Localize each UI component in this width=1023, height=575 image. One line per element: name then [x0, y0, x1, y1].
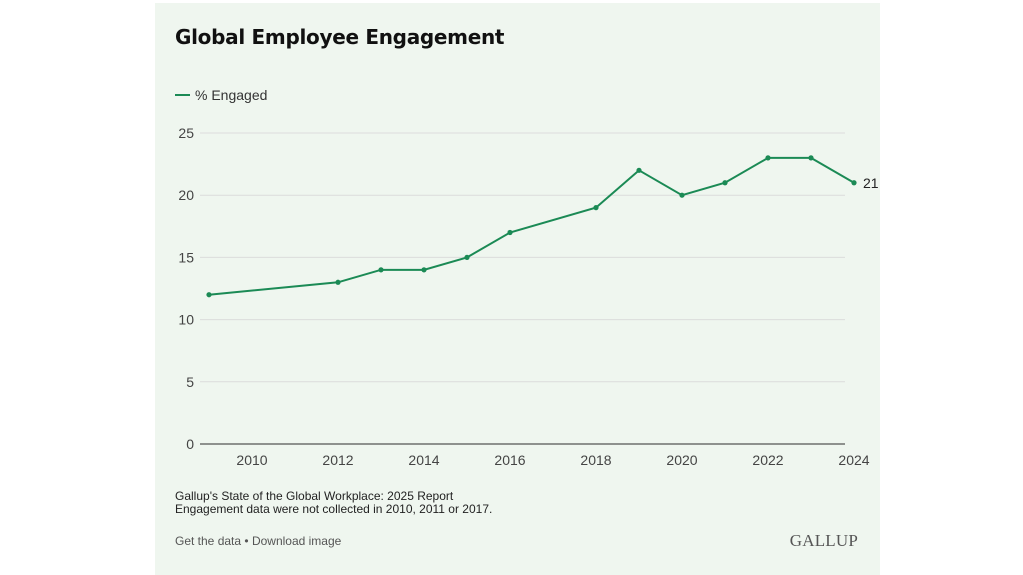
y-tick-label: 0 [186, 436, 194, 452]
legend-label: % Engaged [195, 87, 268, 103]
data-point [507, 229, 513, 236]
data-point [206, 292, 212, 298]
get-data-link[interactable]: Get the data [175, 534, 242, 548]
gallup-logo: GALLUP [789, 531, 858, 550]
chart-title: Global Employee Engagement [175, 25, 505, 49]
y-tick-label: 5 [186, 374, 194, 390]
line-chart: 0 5 10 15 20 25 2010 2012 2014 2016 2018 2020 2022 20… [178, 125, 879, 468]
x-tick-label: 2014 [408, 452, 439, 468]
series-line [208, 156, 855, 296]
data-point [335, 279, 341, 285]
source-text: Gallup's State of the Global Workplace: … [175, 489, 454, 503]
data-point [464, 254, 470, 260]
x-tick-label: 2020 [666, 452, 697, 468]
legend: % Engaged [175, 87, 267, 103]
data-point [851, 180, 857, 186]
y-tick-label: 15 [178, 249, 194, 265]
data-point [421, 267, 427, 273]
data-point [679, 192, 685, 198]
source-note: Gallup's State of the Global Workplace: … [175, 490, 492, 516]
x-tick-label: 2018 [580, 452, 611, 468]
x-tick-label: 2024 [838, 452, 869, 468]
data-point [765, 155, 771, 161]
y-tick-label: 10 [178, 312, 194, 328]
x-tick-label: 2016 [494, 452, 525, 468]
data-point [636, 167, 642, 173]
separator: • [244, 534, 249, 548]
note-text: Engagement data were not collected in 20… [175, 502, 493, 516]
data-point [378, 267, 384, 273]
data-point [593, 205, 599, 211]
legend-swatch [175, 94, 190, 96]
y-tick-label: 20 [178, 187, 194, 203]
x-tick-label: 2012 [322, 452, 353, 468]
chart-panel: Global Employee Engagement % Engaged 0 5 1… [155, 3, 880, 575]
download-image-link[interactable]: Download image [251, 534, 342, 548]
x-tick-label: 2010 [236, 452, 267, 468]
y-tick-label: 25 [178, 125, 194, 141]
footer-links: Get the data • Download image [175, 534, 341, 548]
data-point [722, 180, 728, 186]
x-tick-label: 2022 [752, 452, 783, 468]
end-value-label: 21 [863, 175, 879, 191]
data-point [808, 155, 814, 161]
